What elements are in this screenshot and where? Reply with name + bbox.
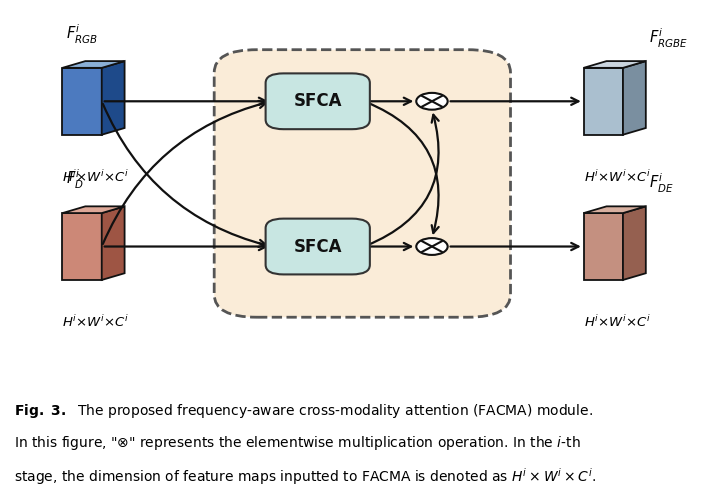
Text: stage, the dimension of feature maps inputted to FACMA is denoted as $H^i \times: stage, the dimension of feature maps inp… — [14, 466, 597, 487]
Polygon shape — [623, 61, 646, 135]
Text: $F^i_{DE}$: $F^i_{DE}$ — [650, 172, 674, 195]
FancyBboxPatch shape — [266, 74, 370, 129]
Text: $H^i$$\times$$W^i$$\times$$C^i$: $H^i$$\times$$W^i$$\times$$C^i$ — [584, 315, 651, 330]
Circle shape — [416, 238, 448, 255]
Polygon shape — [623, 206, 646, 280]
Polygon shape — [584, 213, 623, 280]
Text: $F^i_{RGB}$: $F^i_{RGB}$ — [66, 23, 98, 46]
Text: $H^i$$\times$$W^i$$\times$$C^i$: $H^i$$\times$$W^i$$\times$$C^i$ — [63, 315, 130, 330]
Text: $H^i$$\times$$W^i$$\times$$C^i$: $H^i$$\times$$W^i$$\times$$C^i$ — [584, 169, 651, 185]
Polygon shape — [584, 206, 646, 213]
Polygon shape — [102, 206, 125, 280]
Circle shape — [416, 93, 448, 110]
Polygon shape — [102, 61, 125, 135]
Text: SFCA: SFCA — [293, 238, 342, 255]
Polygon shape — [63, 61, 125, 68]
FancyBboxPatch shape — [266, 219, 370, 274]
Polygon shape — [63, 206, 125, 213]
Text: $F^i_{RGBE}$: $F^i_{RGBE}$ — [650, 26, 688, 49]
Text: In this figure, "$\otimes$" represents the elementwise multiplication operation.: In this figure, "$\otimes$" represents t… — [14, 434, 581, 452]
Polygon shape — [584, 68, 623, 135]
Text: SFCA: SFCA — [293, 92, 342, 110]
Polygon shape — [63, 213, 102, 280]
Polygon shape — [584, 61, 646, 68]
Polygon shape — [63, 68, 102, 135]
Text: $\mathbf{Fig.\ 3.}$  The proposed frequency-aware cross-modality attention (FACM: $\mathbf{Fig.\ 3.}$ The proposed frequen… — [14, 402, 593, 419]
Text: $H^i$$\times$$W^i$$\times$$C^i$: $H^i$$\times$$W^i$$\times$$C^i$ — [63, 169, 130, 185]
FancyBboxPatch shape — [214, 49, 511, 317]
Text: $F^i_{D}$: $F^i_{D}$ — [66, 168, 84, 191]
